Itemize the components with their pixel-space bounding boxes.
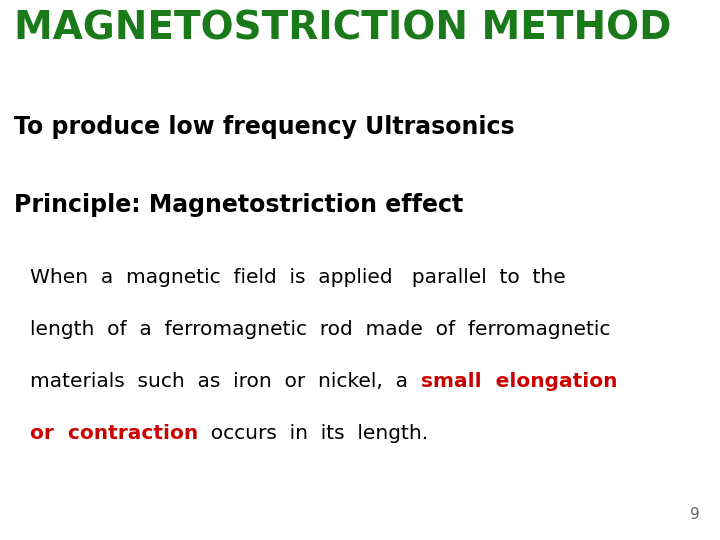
Text: length  of  a  ferromagnetic  rod  made  of  ferromagnetic: length of a ferromagnetic rod made of fe… — [30, 320, 611, 339]
Text: When  a  magnetic  field  is  applied   parallel  to  the: When a magnetic field is applied paralle… — [30, 268, 566, 287]
Text: small  elongation: small elongation — [420, 372, 617, 391]
Text: 9: 9 — [690, 507, 700, 522]
Text: or  contraction: or contraction — [30, 424, 198, 443]
Text: MAGNETOSTRICTION METHOD: MAGNETOSTRICTION METHOD — [14, 10, 671, 48]
Text: occurs  in  its  length.: occurs in its length. — [198, 424, 428, 443]
Text: Principle: Magnetostriction effect: Principle: Magnetostriction effect — [14, 193, 463, 217]
Text: materials  such  as  iron  or  nickel,  a: materials such as iron or nickel, a — [30, 372, 420, 391]
Text: To produce low frequency Ultrasonics: To produce low frequency Ultrasonics — [14, 115, 515, 139]
